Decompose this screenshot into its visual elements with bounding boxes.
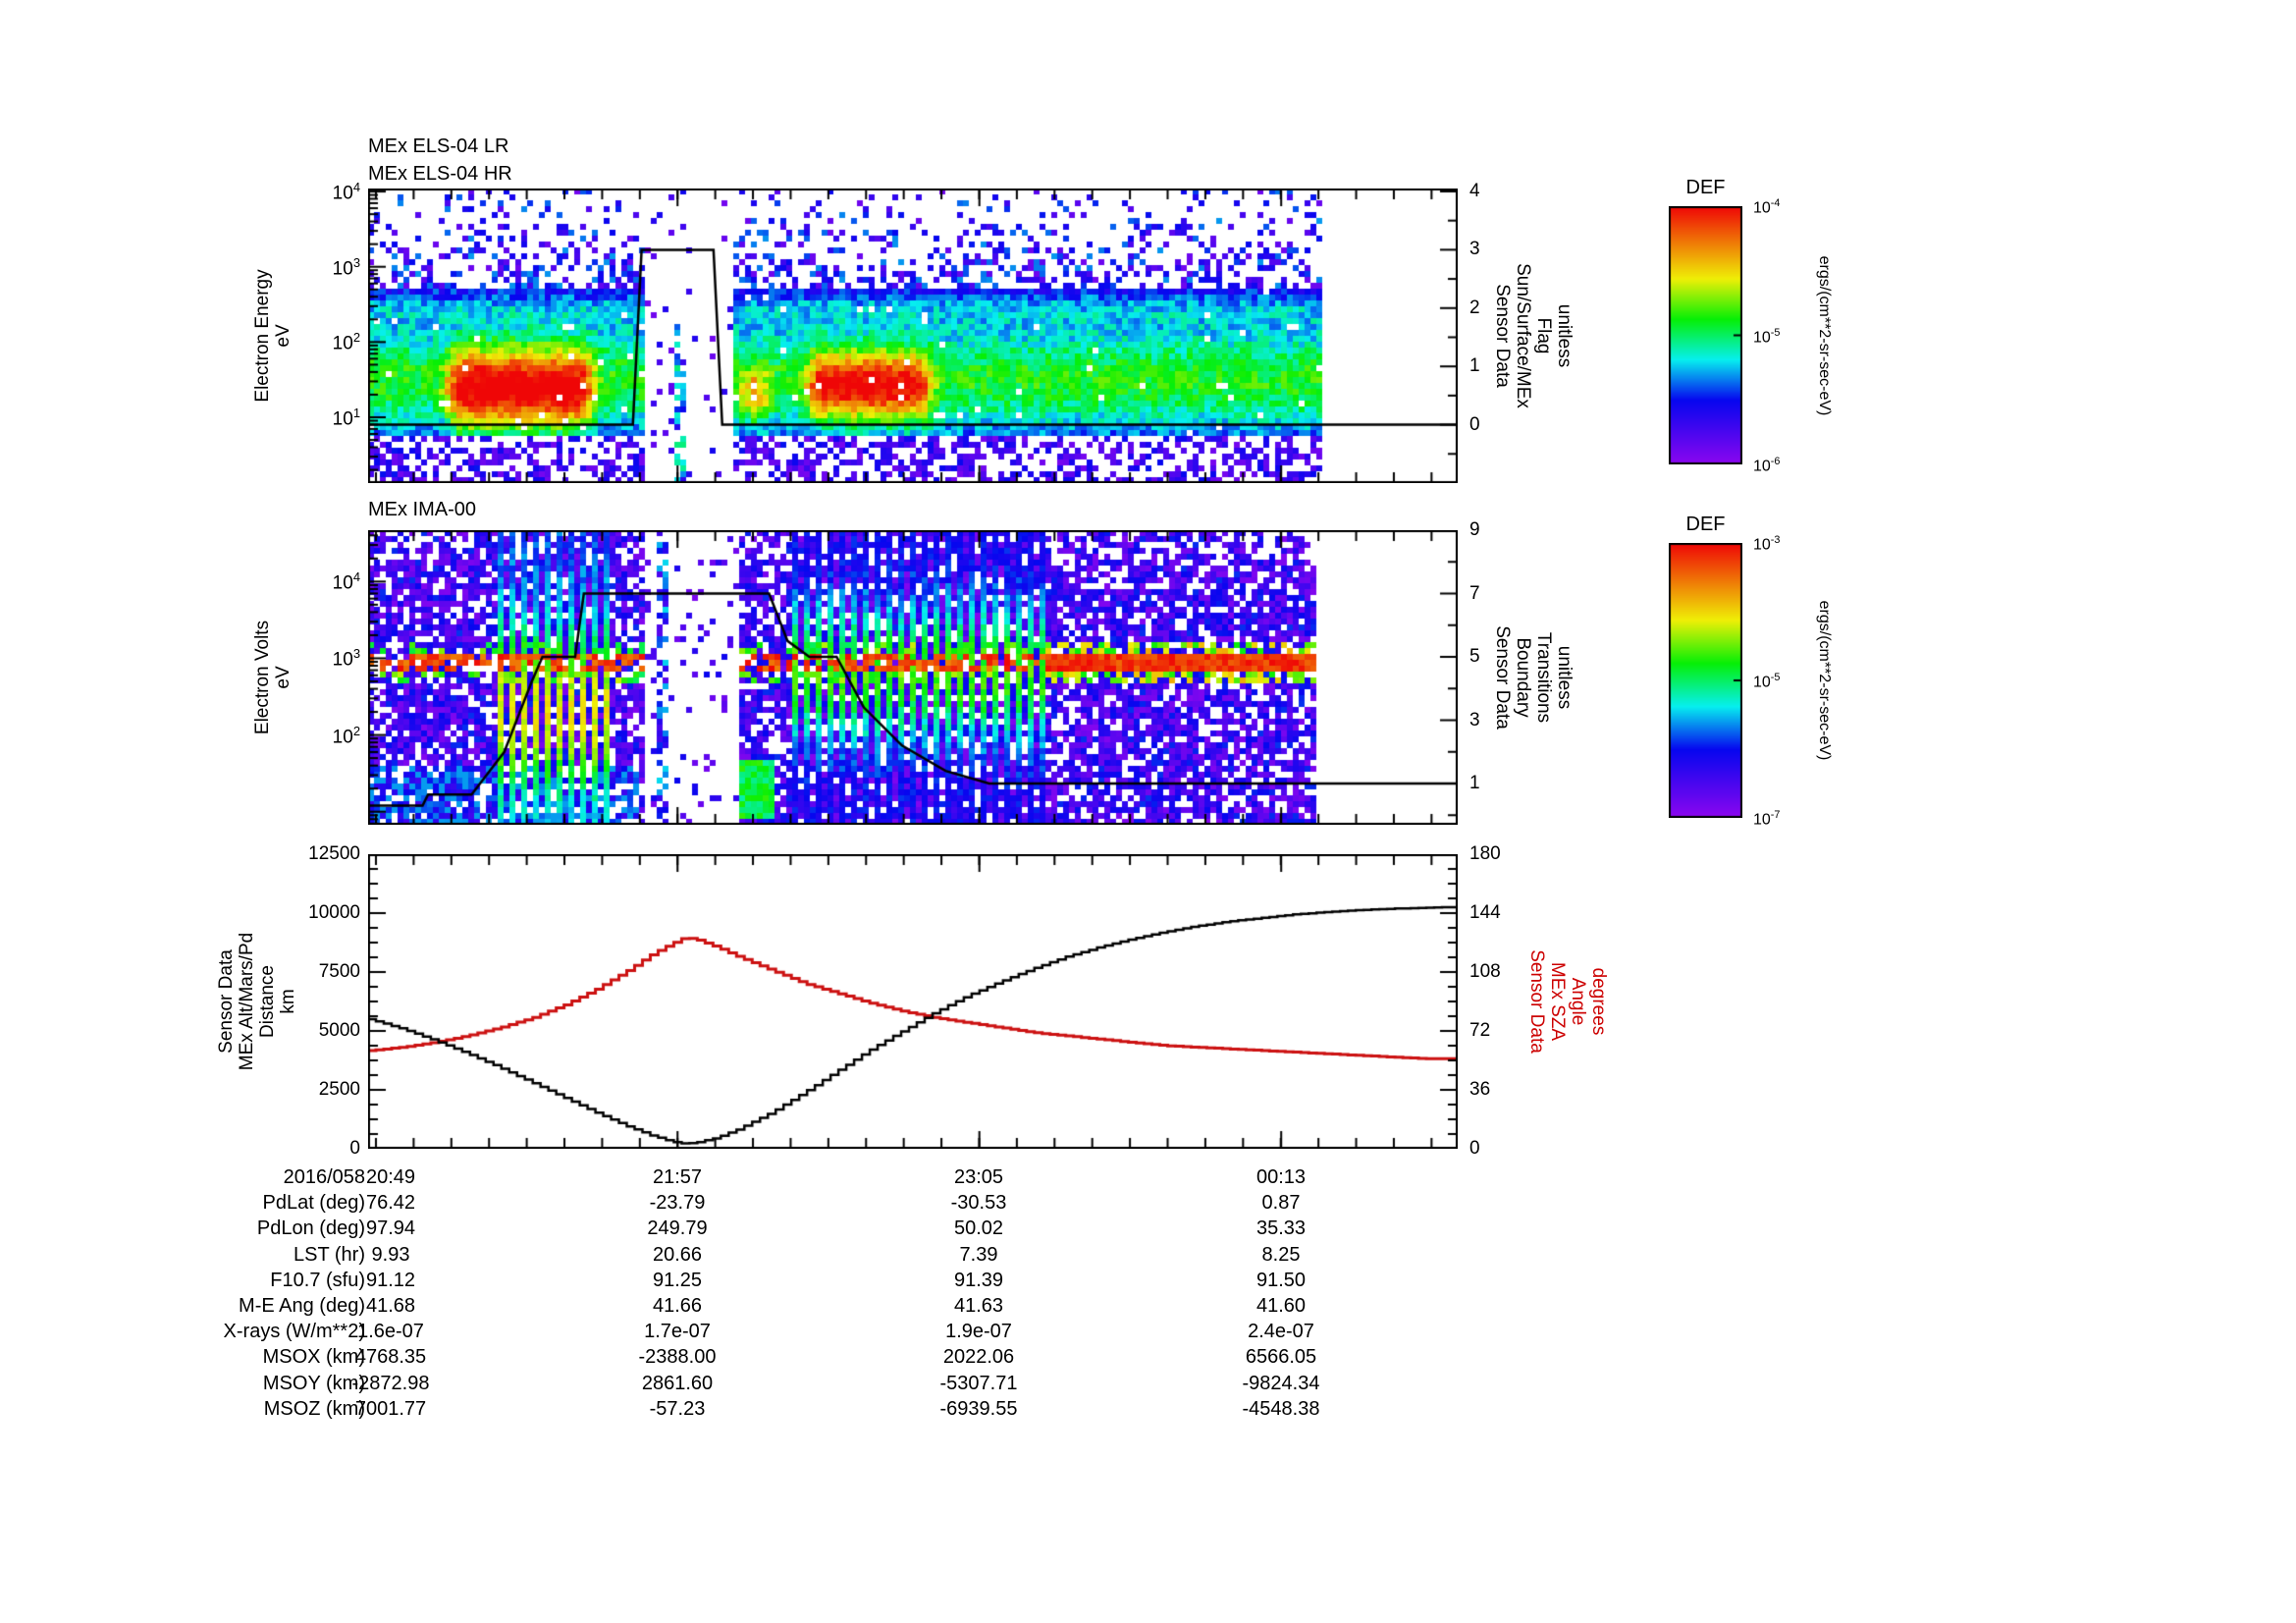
table-cell: 20:49 (365, 1166, 416, 1188)
table-cell: 00:13 (1255, 1166, 1307, 1188)
els-right-tick-label: 3 (1469, 239, 1480, 260)
table-row-label: LST (hr) (294, 1243, 365, 1266)
pos-right-axis-label: degrees Angle MEx SZA Sensor Data (1526, 949, 1609, 1054)
colorbar-1-tick-label: 10-6 (1753, 456, 1781, 475)
colorbar-2-tick-label: 10-3 (1753, 534, 1781, 554)
colorbar-1-tick-label: 10-5 (1753, 326, 1781, 346)
pos-left-tick-label: 7500 (318, 961, 360, 982)
table-cell: -23.79 (649, 1192, 706, 1215)
table-cell: -2872.98 (351, 1372, 430, 1394)
pos-right-tick-label: 108 (1469, 961, 1501, 982)
pos-left-tick-label: 0 (349, 1138, 360, 1159)
table-row-label: 2016/058 (283, 1166, 365, 1188)
els-title-lr: MEx ELS-04 LR (368, 135, 509, 157)
table-row-label: MSOZ (km) (263, 1397, 365, 1420)
table-cell: 0.87 (1261, 1192, 1301, 1215)
els-title-hr: MEx ELS-04 HR (368, 163, 512, 185)
table-cell: 1.6e-07 (357, 1321, 424, 1343)
table-cell: -6939.55 (939, 1397, 1018, 1420)
table-cell: 6566.05 (1245, 1346, 1317, 1369)
table-cell: 20.66 (652, 1243, 703, 1266)
colorbar-2-canvas (1669, 543, 1742, 818)
pos-right-tick-label: 36 (1469, 1079, 1491, 1100)
colorbar-2-tick-label: 10-7 (1753, 809, 1781, 829)
table-cell: 41.66 (652, 1295, 703, 1317)
colorbar-2-title: DEF (1685, 514, 1726, 535)
position-line-chart-canvas (368, 854, 1458, 1149)
els-right-tick-label: 0 (1469, 413, 1480, 435)
table-cell: 9.93 (371, 1243, 410, 1266)
table-cell: 91.39 (953, 1269, 1004, 1291)
ima-title: MEx IMA-00 (368, 499, 477, 520)
els-y-tick-label: 103 (332, 254, 360, 280)
table-cell: -4548.38 (1242, 1397, 1320, 1420)
pos-left-tick-label: 5000 (318, 1020, 360, 1041)
colorbar-1-tick-label: 10-4 (1753, 197, 1781, 217)
table-cell: 1.7e-07 (644, 1321, 711, 1343)
table-cell: 91.12 (365, 1269, 416, 1291)
table-cell: 7.39 (959, 1243, 998, 1266)
pos-left-tick-label: 10000 (308, 902, 360, 923)
colorbar-1-title: DEF (1685, 177, 1726, 198)
table-cell: 4768.35 (354, 1346, 427, 1369)
table-cell: 76.42 (365, 1192, 416, 1215)
colorbar-2-tick-label: 10-5 (1753, 672, 1781, 691)
table-cell: 2.4e-07 (1248, 1321, 1314, 1343)
table-cell: -57.23 (649, 1397, 706, 1420)
els-right-tick-label: 2 (1469, 297, 1480, 318)
table-cell: 91.50 (1255, 1269, 1307, 1291)
pos-right-tick-label: 0 (1469, 1138, 1480, 1159)
table-cell: 35.33 (1255, 1217, 1307, 1240)
table-cell: -5307.71 (939, 1372, 1018, 1394)
pos-right-tick-label: 180 (1469, 843, 1501, 864)
table-row-label: MSOY (km) (262, 1372, 365, 1394)
ima-y-tick-label: 104 (332, 569, 360, 594)
ima-spectrogram-canvas (368, 530, 1458, 825)
table-cell: 249.79 (647, 1217, 708, 1240)
table-cell: 91.25 (652, 1269, 703, 1291)
table-cell: 41.60 (1255, 1295, 1307, 1317)
table-cell: -9824.34 (1242, 1372, 1320, 1394)
els-right-tick-label: 1 (1469, 355, 1480, 377)
els-right-tick-label: 4 (1469, 180, 1480, 201)
colorbar-1-canvas (1669, 206, 1742, 464)
table-cell: 7001.77 (354, 1397, 427, 1420)
table-cell: 2022.06 (942, 1346, 1015, 1369)
pos-left-tick-label: 12500 (308, 843, 360, 864)
table-cell: 8.25 (1261, 1243, 1301, 1266)
table-cell: 50.02 (953, 1217, 1004, 1240)
ima-right-tick-label: 3 (1469, 709, 1480, 730)
table-row-label: M-E Ang (deg) (239, 1295, 365, 1317)
els-y-tick-label: 102 (332, 330, 360, 354)
table-cell: 97.94 (365, 1217, 416, 1240)
pos-right-tick-label: 72 (1469, 1020, 1491, 1041)
ima-right-tick-label: 7 (1469, 582, 1480, 604)
table-row-label: X-rays (W/m**2) (223, 1321, 365, 1343)
colorbar-2-unit-label: ergs/(cm**2-sr-sec-eV) (1816, 600, 1833, 761)
table-cell: 21:57 (652, 1166, 703, 1188)
els-y-tick-label: 101 (332, 406, 360, 430)
table-cell: -2388.00 (638, 1346, 717, 1369)
table-row-label: F10.7 (sfu) (270, 1269, 365, 1291)
ima-right-tick-label: 1 (1469, 773, 1480, 793)
els-y-tick-label: 104 (332, 180, 360, 204)
ima-y-tick-label: 103 (332, 646, 360, 671)
table-cell: 41.63 (953, 1295, 1004, 1317)
table-cell: -30.53 (950, 1192, 1007, 1215)
ima-y-tick-label: 102 (332, 723, 360, 747)
table-row-label: MSOX (km) (262, 1346, 365, 1369)
table-cell: 2861.60 (641, 1372, 714, 1394)
ima-right-tick-label: 5 (1469, 646, 1480, 667)
pos-right-tick-label: 144 (1469, 902, 1501, 923)
els-spectrogram-canvas (368, 189, 1458, 483)
ima-right-tick-label: 9 (1469, 519, 1480, 540)
table-cell: 23:05 (953, 1166, 1004, 1188)
table-row-label: PdLon (deg) (256, 1217, 365, 1240)
table-row-label: PdLat (deg) (262, 1192, 365, 1215)
pos-left-tick-label: 2500 (318, 1079, 360, 1100)
table-cell: 41.68 (365, 1295, 416, 1317)
table-cell: 1.9e-07 (945, 1321, 1012, 1343)
